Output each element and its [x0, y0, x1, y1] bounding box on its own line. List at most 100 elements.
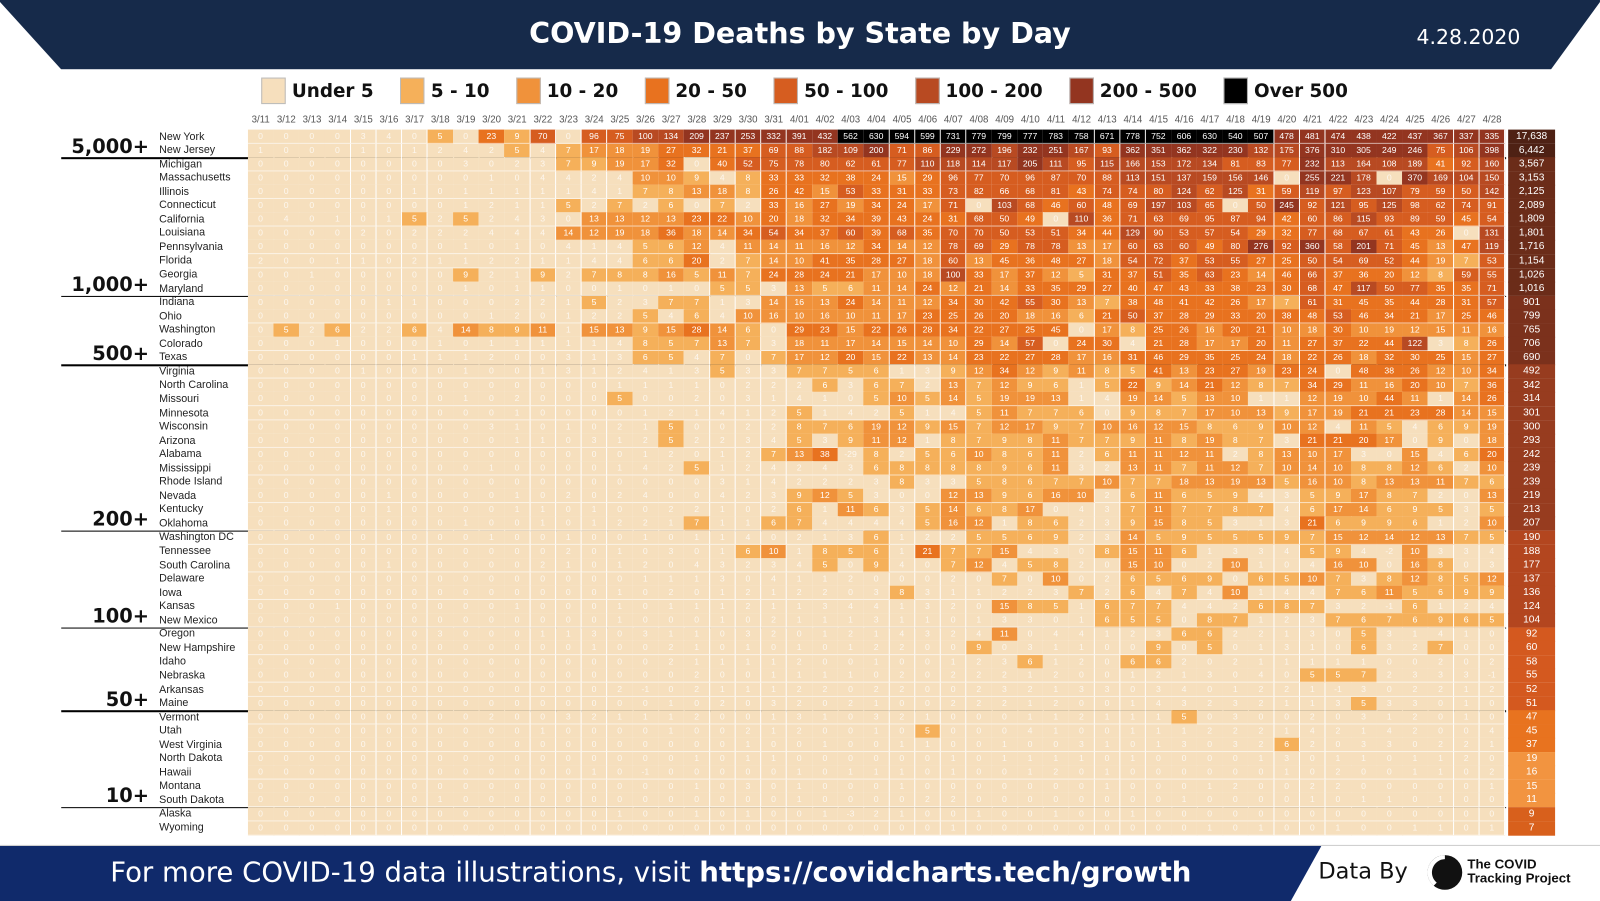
heatmap-cell: 630	[863, 129, 890, 144]
heatmap-cell: 5	[1299, 489, 1326, 504]
heatmap-cell: 0	[581, 599, 608, 615]
heatmap-cell: 0	[453, 585, 480, 601]
heatmap-cell: 0	[1453, 793, 1480, 808]
heatmap-cell: 5	[735, 281, 762, 297]
heatmap-cell: 0	[1171, 765, 1198, 780]
heatmap-cell: 18	[914, 254, 942, 269]
heatmap-cell: 27	[1479, 350, 1506, 366]
heatmap-cell: 20	[1248, 336, 1275, 352]
heatmap-cell: 606	[1171, 129, 1198, 144]
state-total: 11	[1508, 793, 1556, 808]
heatmap-cell: 6	[837, 419, 865, 435]
heatmap-cell: 0	[376, 281, 403, 297]
heatmap-cell: 16	[1043, 489, 1070, 504]
heatmap-cell: 0	[684, 198, 711, 214]
heatmap-cell: 6	[940, 447, 967, 462]
heatmap-cell: 249	[1376, 143, 1403, 158]
heatmap-cell: 0	[350, 765, 377, 780]
heatmap-cell: 0	[478, 558, 505, 573]
heatmap-cell: 0	[1351, 807, 1378, 822]
heatmap-cell: 13	[940, 378, 967, 393]
heatmap-cell: 4	[1145, 696, 1172, 711]
heatmap-cell: 1	[530, 627, 557, 642]
heatmap-cell: 0	[530, 585, 557, 601]
heatmap-cell: 1	[530, 336, 557, 352]
heatmap-cell: 0	[427, 461, 454, 476]
heatmap-cell: 1	[1222, 682, 1249, 697]
heatmap-cell: 0	[581, 820, 608, 836]
heatmap-cell: 0	[273, 157, 300, 172]
heatmap-cell: 33	[761, 198, 788, 214]
heatmap-cell: 6	[1351, 613, 1378, 628]
heatmap-cell: 1	[761, 682, 788, 697]
heatmap-cell: 17	[1094, 323, 1121, 338]
heatmap-cell: 0	[504, 682, 531, 697]
heatmap-cell: 0	[1453, 724, 1480, 739]
heatmap-cell: 0	[735, 710, 762, 725]
heatmap-cell: 2	[940, 530, 967, 545]
heatmap-cell: 74	[1120, 184, 1147, 200]
heatmap-cell: 0	[1068, 572, 1095, 587]
heatmap-cell: 2	[478, 212, 505, 227]
heatmap-cell: 9	[940, 364, 967, 379]
heatmap-cell: 332	[761, 129, 788, 144]
heatmap-cell: 1	[607, 281, 634, 297]
heatmap-cell: 0	[1402, 807, 1429, 822]
heatmap-cell: 0	[350, 502, 377, 518]
heatmap-cell: 0	[555, 696, 582, 711]
heatmap-cell: 11	[709, 267, 736, 283]
heatmap-cell: 0	[1171, 807, 1198, 822]
heatmap-cell: 0	[299, 364, 326, 379]
heatmap-cell: 46	[1145, 350, 1172, 366]
heatmap-cell: 3	[1427, 544, 1455, 559]
heatmap-cell: 9	[991, 461, 1019, 476]
heatmap-cell: 30	[1402, 350, 1429, 366]
heatmap-cell: 12	[889, 433, 916, 449]
heatmap-cell: 0	[1094, 807, 1121, 822]
heatmap-cell: 0	[247, 585, 275, 601]
heatmap-cell: 7	[632, 184, 659, 200]
heatmap-cell: 0	[581, 406, 608, 421]
heatmap-cell: 432	[812, 129, 839, 144]
heatmap-cell: 68	[1299, 281, 1326, 297]
heatmap-cell: 0	[863, 572, 890, 587]
heatmap-cell: 9	[1145, 378, 1172, 393]
heatmap-cell: 0	[555, 724, 582, 739]
heatmap-cell: 0	[1094, 793, 1121, 808]
heatmap-cell: 2	[863, 807, 890, 822]
heatmap-cell: 0	[273, 779, 300, 794]
heatmap-cell: 0	[812, 724, 839, 739]
heatmap-cell: 0	[401, 599, 429, 615]
heatmap-cell: 0	[453, 696, 480, 711]
heatmap-cell: 0	[427, 433, 454, 449]
heatmap-cell: 2	[1299, 737, 1326, 753]
heatmap-cell: 0	[837, 585, 865, 601]
heatmap-cell: 0	[966, 779, 993, 794]
state-total: 492	[1508, 364, 1556, 379]
heatmap-cell: 0	[273, 599, 300, 615]
heatmap-cell: 95	[1351, 198, 1378, 214]
heatmap-cell: 0	[247, 544, 275, 559]
heatmap-cell: 9	[966, 641, 993, 656]
heatmap-cell: 11	[1145, 447, 1172, 462]
heatmap-cell: 189	[1402, 157, 1429, 172]
heatmap-cell: 12	[1145, 419, 1172, 435]
heatmap-cell: 0	[299, 654, 326, 670]
heatmap-cell: 0	[684, 281, 711, 297]
heatmap-cell: 1	[658, 572, 685, 587]
heatmap-cell: 63	[1145, 240, 1172, 255]
heatmap-cell: 21	[1299, 433, 1326, 449]
heatmap-cell: 90	[1145, 226, 1172, 241]
heatmap-cell: 1	[735, 737, 762, 753]
footer-link[interactable]: https://covidcharts.tech/growth	[699, 857, 1192, 889]
heatmap-cell: 4	[837, 406, 865, 421]
heatmap-cell: 0	[401, 419, 429, 435]
heatmap-cell: 4	[555, 240, 582, 255]
heatmap-cell: 0	[1145, 820, 1172, 836]
heatmap-cell: 0	[1094, 654, 1121, 670]
heatmap-cell: 599	[914, 129, 942, 144]
state-label: Kentucky	[159, 503, 204, 516]
heatmap-cell: 68	[1325, 226, 1352, 241]
heatmap-cell: 0	[247, 212, 275, 227]
heatmap-cell: 122	[1402, 336, 1429, 352]
